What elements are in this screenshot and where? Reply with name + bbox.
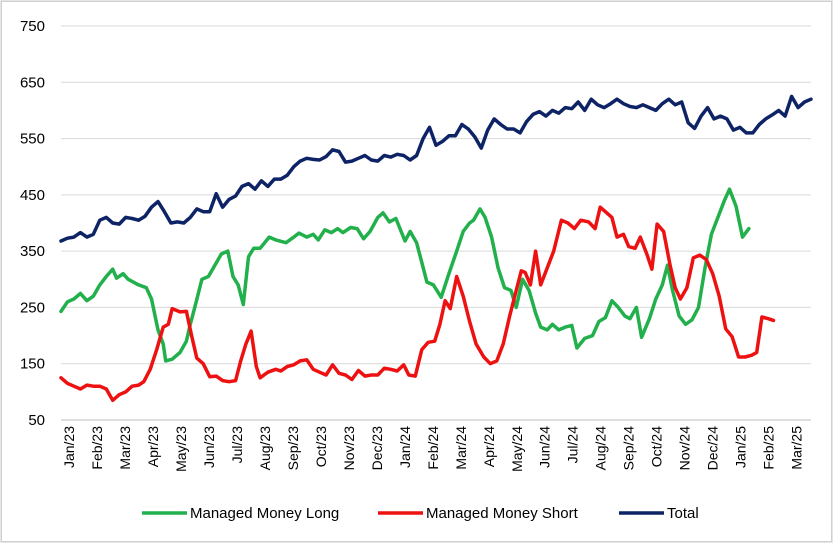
y-axis-ticks: 50 150 250 350 450 550 650 750 — [20, 18, 45, 429]
y-tick-label: 750 — [20, 18, 45, 35]
x-tick-label: Oct/24 — [649, 426, 665, 467]
legend-label: Managed Money Short — [426, 505, 579, 522]
x-tick-label: Sep/24 — [621, 426, 637, 471]
x-tick-label: Apr/23 — [145, 426, 161, 467]
x-tick-label: Dec/23 — [369, 426, 385, 471]
x-tick-label: Apr/24 — [481, 426, 497, 467]
gridlines — [61, 25, 811, 421]
x-tick-label: Jul/24 — [565, 426, 581, 464]
x-tick-label: Jan/24 — [397, 426, 413, 468]
x-tick-label: May/24 — [509, 426, 525, 472]
legend: Managed Money Long Managed Money Short Tot… — [142, 505, 699, 522]
x-tick-label: May/23 — [173, 426, 189, 472]
x-tick-label: Nov/23 — [341, 426, 357, 471]
x-tick-label: Jun/24 — [537, 426, 553, 468]
y-tick-label: 350 — [20, 243, 45, 260]
y-tick-label: 150 — [20, 356, 45, 373]
x-tick-label: Mar/24 — [453, 426, 469, 470]
series-line-total — [59, 94, 813, 243]
x-tick-label: Oct/23 — [313, 426, 329, 467]
x-axis-ticks: Jan/23 Feb/23 Mar/23 Apr/23 May/23 Jun/23 Jul/… — [61, 426, 805, 472]
y-tick-label: 650 — [20, 74, 45, 91]
x-tick-label: Sep/23 — [285, 426, 301, 471]
x-tick-label: Jul/23 — [229, 426, 245, 464]
y-tick-label: 50 — [28, 412, 45, 429]
y-tick-label: 250 — [20, 299, 45, 316]
x-tick-label: Feb/25 — [761, 426, 777, 470]
x-tick-label: Aug/23 — [257, 426, 273, 471]
legend-label: Total — [667, 505, 699, 522]
x-tick-label: Dec/24 — [705, 426, 721, 471]
y-tick-label: 550 — [20, 131, 45, 148]
x-tick-label: Nov/24 — [677, 426, 693, 471]
x-tick-label: Mar/25 — [789, 426, 805, 470]
x-tick-label: Mar/23 — [117, 426, 133, 470]
series-line-managed-money-short — [59, 205, 776, 403]
x-tick-label: Aug/24 — [593, 426, 609, 471]
x-tick-label: Jun/23 — [201, 426, 217, 468]
x-tick-label: Feb/24 — [425, 426, 441, 470]
series-line-managed-money-long — [59, 187, 751, 363]
x-tick-label: Feb/23 — [89, 426, 105, 470]
x-tick-label: Jan/25 — [733, 426, 749, 468]
series-lines — [59, 94, 813, 403]
y-tick-label: 450 — [20, 187, 45, 204]
x-tick-label: Jan/23 — [61, 426, 77, 468]
legend-label: Managed Money Long — [190, 505, 339, 522]
